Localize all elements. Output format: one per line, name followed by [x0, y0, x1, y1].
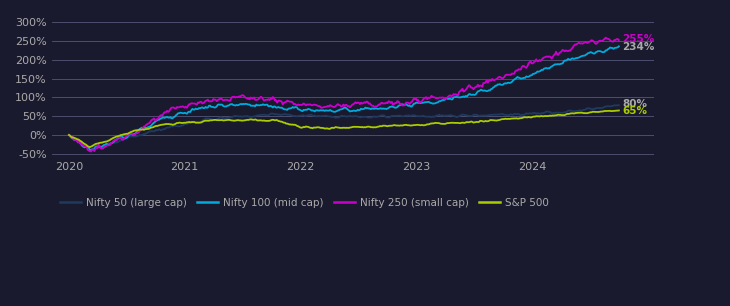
- Nifty 100 (mid cap): [615, 44, 623, 48]
- Nifty 100 (mid cap): [516, 77, 525, 80]
- S&P 500: [330, 126, 339, 129]
- Line: S&P 500: S&P 500: [69, 110, 619, 147]
- Nifty 100 (mid cap): [64, 133, 73, 137]
- Nifty 50 (large cap): [364, 116, 372, 119]
- Nifty 50 (large cap): [615, 103, 623, 107]
- S&P 500: [516, 116, 525, 120]
- Nifty 250 (small cap): [602, 36, 610, 39]
- Line: Nifty 250 (small cap): Nifty 250 (small cap): [69, 38, 619, 151]
- Nifty 100 (mid cap): [85, 148, 94, 152]
- Nifty 250 (small cap): [64, 133, 73, 137]
- Nifty 250 (small cap): [364, 100, 372, 104]
- Nifty 50 (large cap): [516, 114, 525, 118]
- Nifty 100 (mid cap): [393, 105, 402, 109]
- S&P 500: [327, 126, 336, 130]
- Nifty 50 (large cap): [327, 115, 336, 119]
- Text: 234%: 234%: [623, 42, 655, 52]
- Line: Nifty 50 (large cap): Nifty 50 (large cap): [69, 105, 619, 150]
- Nifty 100 (mid cap): [330, 110, 339, 114]
- Nifty 250 (small cap): [330, 105, 339, 109]
- Text: 255%: 255%: [623, 34, 655, 44]
- Nifty 100 (mid cap): [327, 109, 336, 113]
- Text: 65%: 65%: [623, 106, 648, 116]
- Nifty 250 (small cap): [604, 37, 612, 41]
- S&P 500: [615, 109, 623, 112]
- Nifty 250 (small cap): [615, 38, 623, 42]
- Nifty 50 (large cap): [602, 104, 611, 108]
- Nifty 250 (small cap): [327, 104, 336, 108]
- S&P 500: [85, 145, 94, 149]
- Nifty 250 (small cap): [393, 99, 402, 103]
- Legend: Nifty 50 (large cap), Nifty 100 (mid cap), Nifty 250 (small cap), S&P 500: Nifty 50 (large cap), Nifty 100 (mid cap…: [55, 194, 553, 212]
- Nifty 250 (small cap): [516, 68, 525, 71]
- S&P 500: [393, 124, 402, 127]
- Nifty 50 (large cap): [85, 148, 94, 152]
- Nifty 100 (mid cap): [364, 106, 372, 110]
- Nifty 250 (small cap): [87, 150, 96, 153]
- Nifty 50 (large cap): [330, 115, 339, 119]
- Nifty 50 (large cap): [64, 133, 73, 137]
- S&P 500: [64, 133, 73, 137]
- Line: Nifty 100 (mid cap): Nifty 100 (mid cap): [69, 46, 619, 150]
- Nifty 50 (large cap): [393, 114, 402, 118]
- Nifty 100 (mid cap): [602, 49, 611, 52]
- Text: 80%: 80%: [623, 99, 648, 109]
- S&P 500: [602, 109, 611, 113]
- S&P 500: [364, 125, 372, 129]
